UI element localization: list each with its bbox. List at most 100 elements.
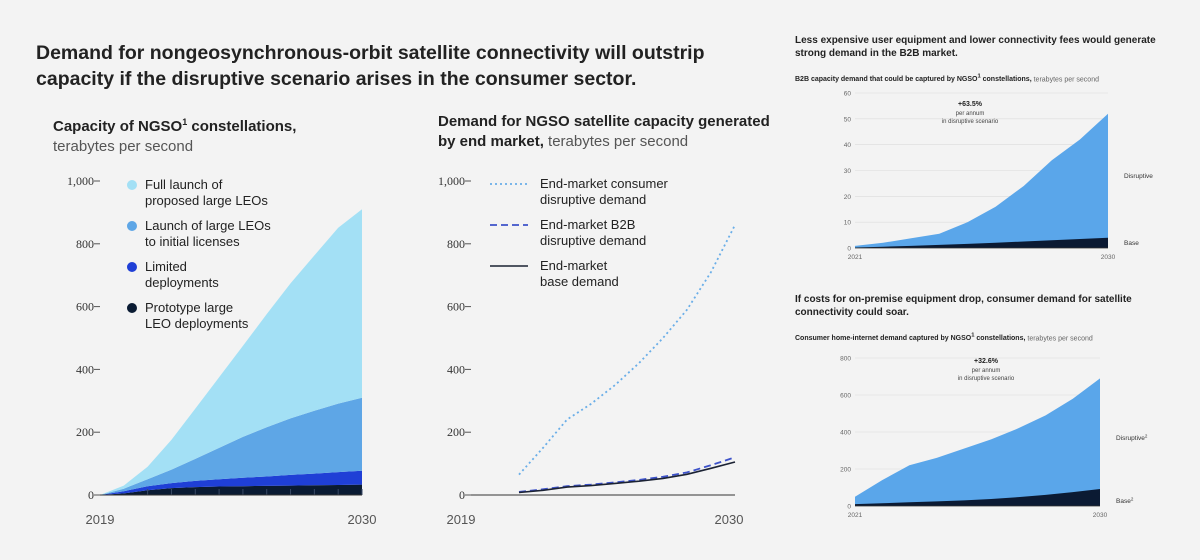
chart2-title-text: Demand for NGSO satellite capacity gener… — [438, 113, 770, 150]
c2-legend-label-line2: base demand — [540, 274, 619, 289]
c1-area-3 — [100, 209, 362, 496]
c4-ytick-label: 200 — [840, 467, 851, 474]
c2-series-line-1 — [518, 456, 736, 493]
c1-legend-label-line1: Limited — [145, 259, 187, 274]
chart4-title-suffix: constellations, — [974, 335, 1026, 343]
chart2-unit: terabytes per second — [548, 133, 689, 150]
c3-xtick-label-end: 2030 — [1101, 254, 1116, 261]
c4-annotation-line2: in disruptive scenario — [958, 376, 1015, 382]
c3-ytick-label: 10 — [844, 220, 852, 227]
c2-legend-label-line1: End-market consumer — [540, 176, 669, 191]
c3-ytick-label: 20 — [844, 194, 852, 201]
chart3-heading: Less expensive user equipment and lower … — [795, 35, 1156, 59]
chart1-title-suffix: constellations, — [187, 118, 297, 135]
c3-area-disruptive — [855, 113, 1108, 248]
c1-ytick-label: 200 — [76, 425, 94, 439]
chart1-title-sup: 1 — [182, 117, 188, 127]
c3-area-base — [855, 237, 1108, 248]
c3-series-label-disruptive: Disruptive — [1124, 173, 1153, 180]
c4-area-disruptive — [855, 378, 1100, 506]
c1-legend-swatch — [127, 221, 137, 231]
c1-legend-label-line1: Full launch of — [145, 177, 223, 192]
c4-ytick-label: 400 — [840, 430, 851, 437]
c2-legend-label-line2: disruptive demand — [540, 233, 646, 248]
c1-legend-swatch — [127, 180, 137, 190]
c4-ytick-label: 600 — [840, 393, 851, 400]
c4-xtick-label-start: 2021 — [848, 512, 863, 519]
c3-ytick-label: 60 — [844, 91, 852, 98]
c3-annotation-value: +63.5% — [958, 101, 983, 108]
c2-legend-label: End-market base demand — [540, 258, 619, 289]
c3-series-label-text: Disruptive — [1124, 173, 1153, 180]
c4-series-label-text: Disruptive — [1116, 435, 1145, 442]
c4-series-label-sup: 2 — [1131, 497, 1134, 502]
chart1-title-text: Capacity of NGSO — [53, 118, 183, 135]
c1-legend-label-line2: LEO deployments — [145, 316, 249, 331]
chart4-heading: If costs for on-premise equipment drop, … — [795, 294, 1132, 318]
c1-legend-swatch — [127, 262, 137, 272]
c3-series-label-text: Base — [1124, 240, 1139, 247]
c1-legend-label-line2: to initial licenses — [145, 234, 240, 249]
chart3-unit: terabytes per second — [1033, 76, 1099, 84]
c3-xtick-label-start: 2021 — [848, 254, 863, 261]
c4-series-label-text: Base — [1116, 498, 1131, 505]
c2-ytick-label: 200 — [447, 425, 465, 439]
chart4-title-text: Consumer home-internet demand captured b… — [795, 335, 972, 343]
c2-legend-label: End-market consumer disruptive demand — [540, 176, 669, 207]
c2-series-line-2 — [518, 461, 736, 494]
c1-legend-label-line1: Launch of large LEOs — [145, 218, 271, 233]
chart3-title-suffix: constellations, — [980, 76, 1032, 84]
c1-legend-label: Full launch of proposed large LEOs — [145, 177, 268, 208]
c4-ytick-label: 800 — [840, 356, 851, 363]
c4-xtick-label-end: 2030 — [1093, 512, 1108, 519]
c3-ytick-label: 50 — [844, 116, 852, 123]
c1-xtick-label-end: 2030 — [348, 512, 377, 527]
c1-ytick-label: 800 — [76, 237, 94, 251]
c1-ytick-label: 1,000 — [67, 174, 94, 188]
c1-legend-label-line1: Prototype large — [145, 300, 233, 315]
chart3-title-text: B2B capacity demand that could be captur… — [795, 76, 978, 84]
c1-ytick-label: 0 — [88, 488, 94, 502]
c1-legend-swatch — [127, 303, 137, 313]
c2-ytick-label: 600 — [447, 300, 465, 314]
c1-legend-label: Launch of large LEOs to initial licenses — [145, 218, 271, 249]
chart2-title: Demand for NGSO satellite capacity gener… — [438, 112, 788, 152]
chart4-unit: terabytes per second — [1027, 335, 1093, 343]
c3-ytick-label: 30 — [844, 168, 852, 175]
c4-area-base — [855, 489, 1100, 506]
c4-ytick-label: 0 — [847, 504, 851, 511]
c4-series-label-disruptive: Disruptive2 — [1116, 434, 1148, 443]
c1-ytick-label: 600 — [76, 300, 94, 314]
c1-area-1 — [100, 470, 362, 495]
c1-legend-label: Prototype large LEO deployments — [145, 300, 249, 331]
c4-annotation-line1: per annum — [972, 368, 1001, 374]
page-title: Demand for nongeosynchronous-orbit satel… — [36, 42, 705, 90]
c2-xtick-label-end: 2030 — [715, 512, 744, 527]
c3-series-label-base: Base — [1124, 240, 1139, 247]
chart4-title-sup: 1 — [971, 333, 975, 339]
chart4-subtitle: Consumer home-internet demand captured b… — [795, 331, 1185, 344]
chart3-subtitle: B2B capacity demand that could be captur… — [795, 72, 1185, 85]
chart1-unit: terabytes per second — [53, 138, 194, 155]
c1-legend-label-line2: deployments — [145, 275, 219, 290]
c1-legend-label: Limited deployments — [145, 259, 219, 290]
c2-ytick-label: 1,000 — [438, 174, 465, 188]
c4-series-label-base: Base2 — [1116, 497, 1134, 506]
c2-xtick-label-start: 2019 — [447, 512, 476, 527]
c3-annotation-line1: per annum — [956, 111, 985, 117]
c4-series-label-sup: 2 — [1145, 434, 1148, 439]
c2-legend-label: End-market B2B disruptive demand — [540, 217, 646, 248]
c1-xtick-label-start: 2019 — [86, 512, 115, 527]
c2-ytick-label: 0 — [459, 488, 465, 502]
c2-ytick-label: 400 — [447, 362, 465, 376]
c2-legend-label-line1: End-market — [540, 258, 608, 273]
c3-annotation-line2: in disruptive scenario — [942, 119, 999, 125]
c3-ytick-label: 40 — [844, 142, 852, 149]
c1-legend-label-line2: proposed large LEOs — [145, 193, 268, 208]
c2-legend-label-line1: End-market B2B — [540, 217, 635, 232]
chart1-title: Capacity of NGSO1 constellations, teraby… — [53, 112, 383, 157]
c1-ytick-label: 400 — [76, 362, 94, 376]
c1-area-2 — [100, 397, 362, 495]
c1-area-0 — [100, 484, 362, 495]
